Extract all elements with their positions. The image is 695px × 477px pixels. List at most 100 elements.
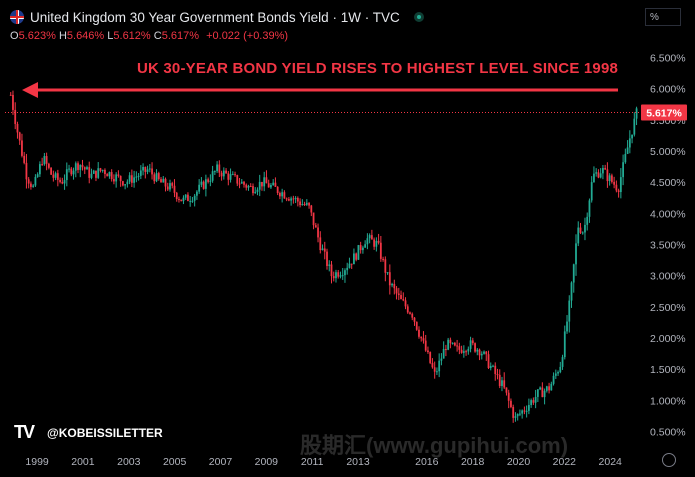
candle-body [355,253,357,259]
candle-body [288,199,290,201]
candle-body [600,173,602,177]
candle-body [268,183,270,187]
candle-body [562,357,564,367]
candle-body [32,186,34,187]
candle-body [261,182,263,186]
candle-body [102,170,104,171]
candle-body [429,352,431,363]
candle-body [369,235,371,238]
candle-body [550,384,552,390]
candle-body [135,177,137,178]
candle-body [573,264,575,282]
y-tick-label: 1.500% [650,364,686,376]
candle-body [607,169,609,181]
candle-body [196,192,198,196]
candle-body [510,401,512,407]
candle-body [113,179,115,181]
candle-body [147,169,149,172]
candle-body [230,174,232,180]
candle-body [387,272,389,273]
candle-body [577,228,579,244]
candle-body [589,200,591,216]
candle-body [324,248,326,251]
candle-body [43,156,45,164]
candle-body [218,164,220,172]
candle-body [461,350,463,353]
candle-body [50,168,52,175]
candle-body [519,414,521,415]
candle-body [598,172,600,177]
candle-body [508,393,510,401]
candle-body [64,180,66,183]
candle-body [299,202,301,206]
candle-body [35,177,37,186]
candle-body [366,238,368,244]
candle-body [174,186,176,193]
candle-body [223,171,225,177]
watermark: 股期汇(www.gupihui.com) [300,428,568,460]
candle-body [463,351,465,353]
x-tick-label: 2003 [117,456,141,468]
candle-body [257,190,259,192]
candle-body [611,175,613,182]
candle-body [263,177,265,186]
candle-body [187,195,189,201]
candle-body [310,206,312,213]
candle-body [88,167,90,178]
y-tick-label: 2.000% [650,333,686,345]
candle-body [346,268,348,270]
candle-body [109,172,111,176]
candle-body [613,182,615,185]
candle-body [557,372,559,373]
candle-body [593,174,595,182]
candle-body [106,174,108,176]
candle-body [39,164,41,174]
candle-body [212,171,214,181]
candle-body [153,174,155,181]
candle-body [129,175,131,181]
branding: TV @KOBEISSILETTER [14,422,163,443]
candle-body [515,416,517,418]
candle-body [575,243,577,264]
candle-body [259,182,261,190]
candle-body [322,248,324,250]
candle-body [194,196,196,201]
candle-body [512,407,514,418]
candle-body [499,375,501,386]
candle-body [414,318,416,322]
candle-body [544,391,546,397]
candle-body [317,228,319,238]
candle-body [456,345,458,346]
candle-body [270,185,272,187]
candle-body [84,167,86,169]
candle-body [485,352,487,355]
candle-body [292,198,294,199]
candle-body [438,361,440,372]
candle-body [281,192,283,196]
candle-body [465,351,467,352]
candle-body [409,312,411,313]
candle-body [122,181,124,185]
candle-body [420,337,422,338]
candle-body [340,275,342,276]
candle-body [537,389,539,397]
candle-body [254,192,256,193]
candle-body [472,340,474,343]
candle-body [526,411,528,412]
candle-body [266,177,268,183]
candle-body [353,253,355,264]
candle-body [445,349,447,350]
candle-body [398,293,400,295]
candle-body [524,410,526,411]
candle-body [192,201,194,202]
chart-settings-icon[interactable] [662,453,676,467]
candle-body [28,179,30,183]
candle-body [120,176,122,181]
candle-body [55,173,57,178]
candle-body [615,185,617,191]
candle-body [568,301,570,322]
candle-body [133,177,135,182]
candle-body [162,179,164,183]
candle-body [391,284,393,285]
candle-body [337,272,339,276]
